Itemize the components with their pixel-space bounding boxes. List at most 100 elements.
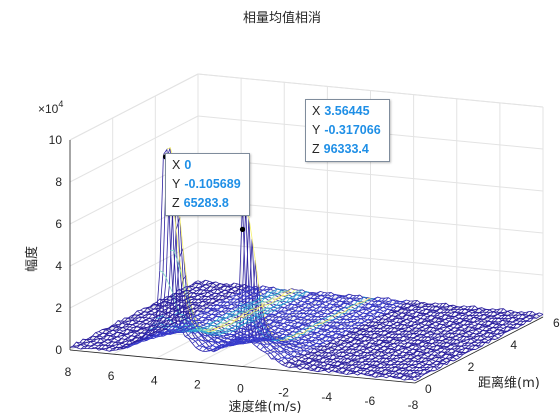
surface-column xyxy=(378,311,508,378)
surface-column xyxy=(393,311,522,378)
grid-line xyxy=(69,73,199,141)
x-axis-label: 速度维(m/s) xyxy=(229,399,302,415)
z-tick-label: 4 xyxy=(55,259,62,273)
z-tick-label: 10 xyxy=(49,133,63,147)
surface-column xyxy=(278,299,407,363)
surface-column xyxy=(407,313,536,380)
surface-column xyxy=(127,286,256,349)
surface-column xyxy=(109,283,238,352)
x-tick-label: -8 xyxy=(408,398,419,412)
surface-column xyxy=(163,154,292,332)
grid-line xyxy=(156,291,285,359)
surface-column xyxy=(213,295,342,353)
x-tick-label: -4 xyxy=(321,390,332,404)
y-axis-label: 距离维(m) xyxy=(478,375,540,391)
grid-line xyxy=(69,115,199,183)
datatip-2-x: X 3.56445 xyxy=(312,104,370,118)
datatip-1-z: Z 65283.8 xyxy=(172,196,229,210)
surface-column xyxy=(288,300,418,368)
x-tick-label: 4 xyxy=(151,373,158,387)
datatip-2-y: Y -0.317066 xyxy=(312,123,381,137)
surface-column xyxy=(368,309,497,376)
y-tick-label: 2 xyxy=(468,360,475,374)
datatip-marker-1 xyxy=(239,226,246,232)
surface-column xyxy=(382,309,511,377)
surface-column xyxy=(134,285,263,344)
y-tick-label: 6 xyxy=(553,316,560,330)
surface-column xyxy=(350,308,479,375)
surface-column xyxy=(245,298,375,341)
y-axis-line xyxy=(414,316,544,384)
surface-column xyxy=(317,302,447,372)
surface-column xyxy=(342,305,472,374)
surface-column xyxy=(310,303,440,371)
datatip-1-y: Y -0.105689 xyxy=(172,177,241,191)
surface-column xyxy=(307,302,436,370)
surface-column xyxy=(332,306,461,372)
x-tick-label: 6 xyxy=(108,369,115,383)
surface-column xyxy=(84,282,213,349)
surface-column xyxy=(357,308,486,376)
surface-column xyxy=(364,308,493,376)
surface-column xyxy=(69,280,199,348)
x-tick-label: -6 xyxy=(365,394,376,408)
surface-column xyxy=(339,306,468,374)
z-axis-label: 幅度 xyxy=(24,246,40,272)
datatip-2-z: Z 96333.4 xyxy=(312,142,369,156)
surface-column xyxy=(292,302,421,368)
surface-column xyxy=(184,292,314,337)
chart-title: 相量均值相消 xyxy=(243,10,321,26)
surface-column xyxy=(260,297,389,351)
surface-column xyxy=(389,311,518,378)
surface-column xyxy=(274,301,403,361)
grid-line xyxy=(197,73,544,108)
z-tick-label: 6 xyxy=(55,217,62,231)
surface-column xyxy=(138,286,267,342)
surface-column xyxy=(253,297,382,345)
surface-column xyxy=(76,279,206,349)
surface-column xyxy=(414,314,544,381)
surface-column xyxy=(386,311,515,379)
surface-column xyxy=(120,286,249,350)
surface-column xyxy=(224,295,353,347)
surface-column xyxy=(73,282,202,348)
surface-column xyxy=(360,308,490,375)
surface-column xyxy=(166,147,296,333)
axes xyxy=(69,140,544,384)
surface-column xyxy=(112,284,242,351)
surface-column xyxy=(242,202,371,342)
x-tick-label: -2 xyxy=(278,386,289,400)
surface-column xyxy=(195,292,325,348)
y-tick-label: 0 xyxy=(425,382,432,396)
surface-column xyxy=(281,300,411,366)
surface-column xyxy=(105,282,235,351)
x-axis-line xyxy=(69,349,416,384)
x-tick-label: 0 xyxy=(237,382,244,396)
grid-line xyxy=(328,308,457,376)
datatip-peak-2[interactable]: X 3.56445 Y -0.317066 Z 96333.4 xyxy=(305,99,390,162)
surface-column xyxy=(264,300,393,353)
x-tick-label: 2 xyxy=(194,377,201,391)
x-tick-label: 8 xyxy=(65,365,72,379)
surface-column xyxy=(271,300,400,360)
surface-column xyxy=(403,311,533,381)
surface-column xyxy=(102,284,231,350)
surface-column xyxy=(396,312,526,379)
surface-column xyxy=(188,292,317,340)
surface-mesh xyxy=(69,147,544,381)
surface-column xyxy=(91,283,220,350)
surface-column xyxy=(206,294,335,352)
surface-column xyxy=(400,311,529,379)
grid-line xyxy=(242,300,371,367)
surface-column xyxy=(98,283,227,351)
surface-column xyxy=(202,292,332,352)
surface-column xyxy=(191,291,321,344)
surface-column xyxy=(199,292,328,351)
surface-column xyxy=(159,270,288,332)
y-tick-label: 4 xyxy=(510,338,517,352)
surface-column xyxy=(303,303,432,369)
surface-column xyxy=(285,300,414,367)
